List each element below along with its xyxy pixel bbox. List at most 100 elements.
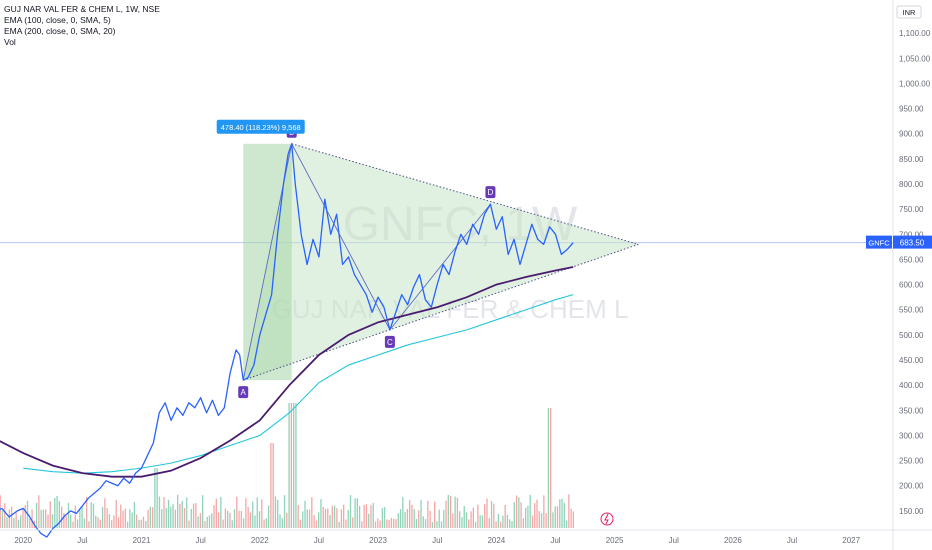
x-tick-label: 2023 <box>369 536 387 545</box>
volume-bar <box>427 500 429 528</box>
volume-bar <box>295 403 297 528</box>
volume-bars <box>0 403 575 528</box>
volume-bar <box>440 521 443 528</box>
volume-bar <box>72 521 74 528</box>
x-tick-label: 2026 <box>724 536 742 545</box>
volume-bar <box>368 513 370 528</box>
volume-bar <box>518 497 520 528</box>
volume-bar <box>76 519 79 528</box>
volume-bar <box>536 499 538 528</box>
volume-bar <box>445 500 447 528</box>
volume-bar <box>349 495 352 528</box>
volume-bar <box>101 506 104 528</box>
upper-trendline <box>291 143 639 245</box>
volume-bar <box>70 514 72 528</box>
volume-bar <box>176 494 179 528</box>
volume-bar <box>568 494 570 528</box>
volume-bar <box>49 501 51 528</box>
volume-bar <box>45 509 47 528</box>
pattern-point-a-label: A <box>241 388 247 397</box>
volume-bar <box>86 496 88 528</box>
volume-bar <box>281 518 283 528</box>
volume-bar <box>397 513 399 528</box>
volume-bar <box>531 515 534 528</box>
volume-bar <box>547 408 550 528</box>
volume-bar <box>413 509 415 528</box>
volume-bar <box>254 515 256 528</box>
x-tick-label: Jul <box>314 536 324 545</box>
volume-bar <box>511 521 513 528</box>
y-tick-label: 650.00 <box>899 255 924 264</box>
y-tick-label: 350.00 <box>899 406 924 415</box>
volume-bar <box>229 512 231 528</box>
volume-bar <box>202 495 204 528</box>
triangle-pattern-fill <box>243 143 639 381</box>
volume-bar <box>354 498 356 528</box>
volume-bar <box>138 519 140 528</box>
volume-bar <box>545 513 547 528</box>
x-tick-label: Jul <box>432 536 442 545</box>
volume-bar <box>331 506 333 528</box>
volume-bar <box>386 519 388 528</box>
volume-bar <box>447 494 449 528</box>
volume-bar <box>456 497 459 528</box>
volume-bar <box>136 514 138 528</box>
volume-bar <box>115 499 117 528</box>
volume-bar <box>256 497 258 528</box>
volume-bar <box>408 500 411 528</box>
volume-bar <box>31 509 33 528</box>
volume-bar <box>165 508 167 528</box>
volume-bar <box>402 497 404 528</box>
volume-bar <box>365 504 368 528</box>
volume-bar <box>231 520 233 528</box>
volume-bar <box>358 506 361 528</box>
x-tick-label: 2021 <box>133 536 151 545</box>
volume-bar <box>288 403 290 528</box>
volume-bar <box>81 505 83 528</box>
volume-bar <box>206 516 208 528</box>
volume-bar <box>472 507 474 528</box>
volume-bar <box>313 515 315 528</box>
y-tick-label: 450.00 <box>899 356 924 365</box>
volume-bar <box>63 512 65 528</box>
volume-bar <box>224 508 227 528</box>
volume-bar <box>436 521 438 528</box>
volume-bar <box>186 497 188 528</box>
volume-bar <box>15 512 17 528</box>
volume-bar <box>22 508 24 528</box>
y-tick-label: 700.00 <box>899 230 924 239</box>
volume-bar <box>204 521 206 528</box>
volume-bar <box>538 511 540 528</box>
volume-bar <box>233 509 236 528</box>
volume-bar <box>570 508 572 528</box>
x-tick-label: Jul <box>669 536 679 545</box>
volume-bar <box>0 495 1 528</box>
volume-bar <box>383 507 386 528</box>
volume-bar <box>181 500 183 528</box>
volume-bar <box>470 511 472 528</box>
volume-bar <box>170 506 172 528</box>
volume-bar <box>6 517 8 528</box>
volume-bar <box>56 496 58 528</box>
volume-bar <box>292 403 295 528</box>
volume-bar <box>345 519 347 528</box>
volume-bar <box>274 496 277 528</box>
volume-bar <box>247 506 249 528</box>
volume-bar <box>13 517 15 528</box>
pattern-point-c-label: C <box>387 338 393 347</box>
volume-bar <box>370 505 372 528</box>
volume-bar <box>249 512 252 528</box>
volume-bar <box>90 502 92 528</box>
volume-bar <box>261 499 263 528</box>
y-tick-label: 850.00 <box>899 155 924 164</box>
volume-bar <box>424 519 427 528</box>
volume-bar <box>559 499 561 528</box>
volume-bar <box>550 408 552 528</box>
legend-ema100: EMA (100, close, 0, SMA, 5) <box>4 15 111 25</box>
volume-bar <box>431 521 434 528</box>
volume-bar <box>104 498 106 528</box>
volume-bar <box>67 502 70 528</box>
ema200-line <box>23 294 574 474</box>
volume-bar <box>38 495 40 528</box>
